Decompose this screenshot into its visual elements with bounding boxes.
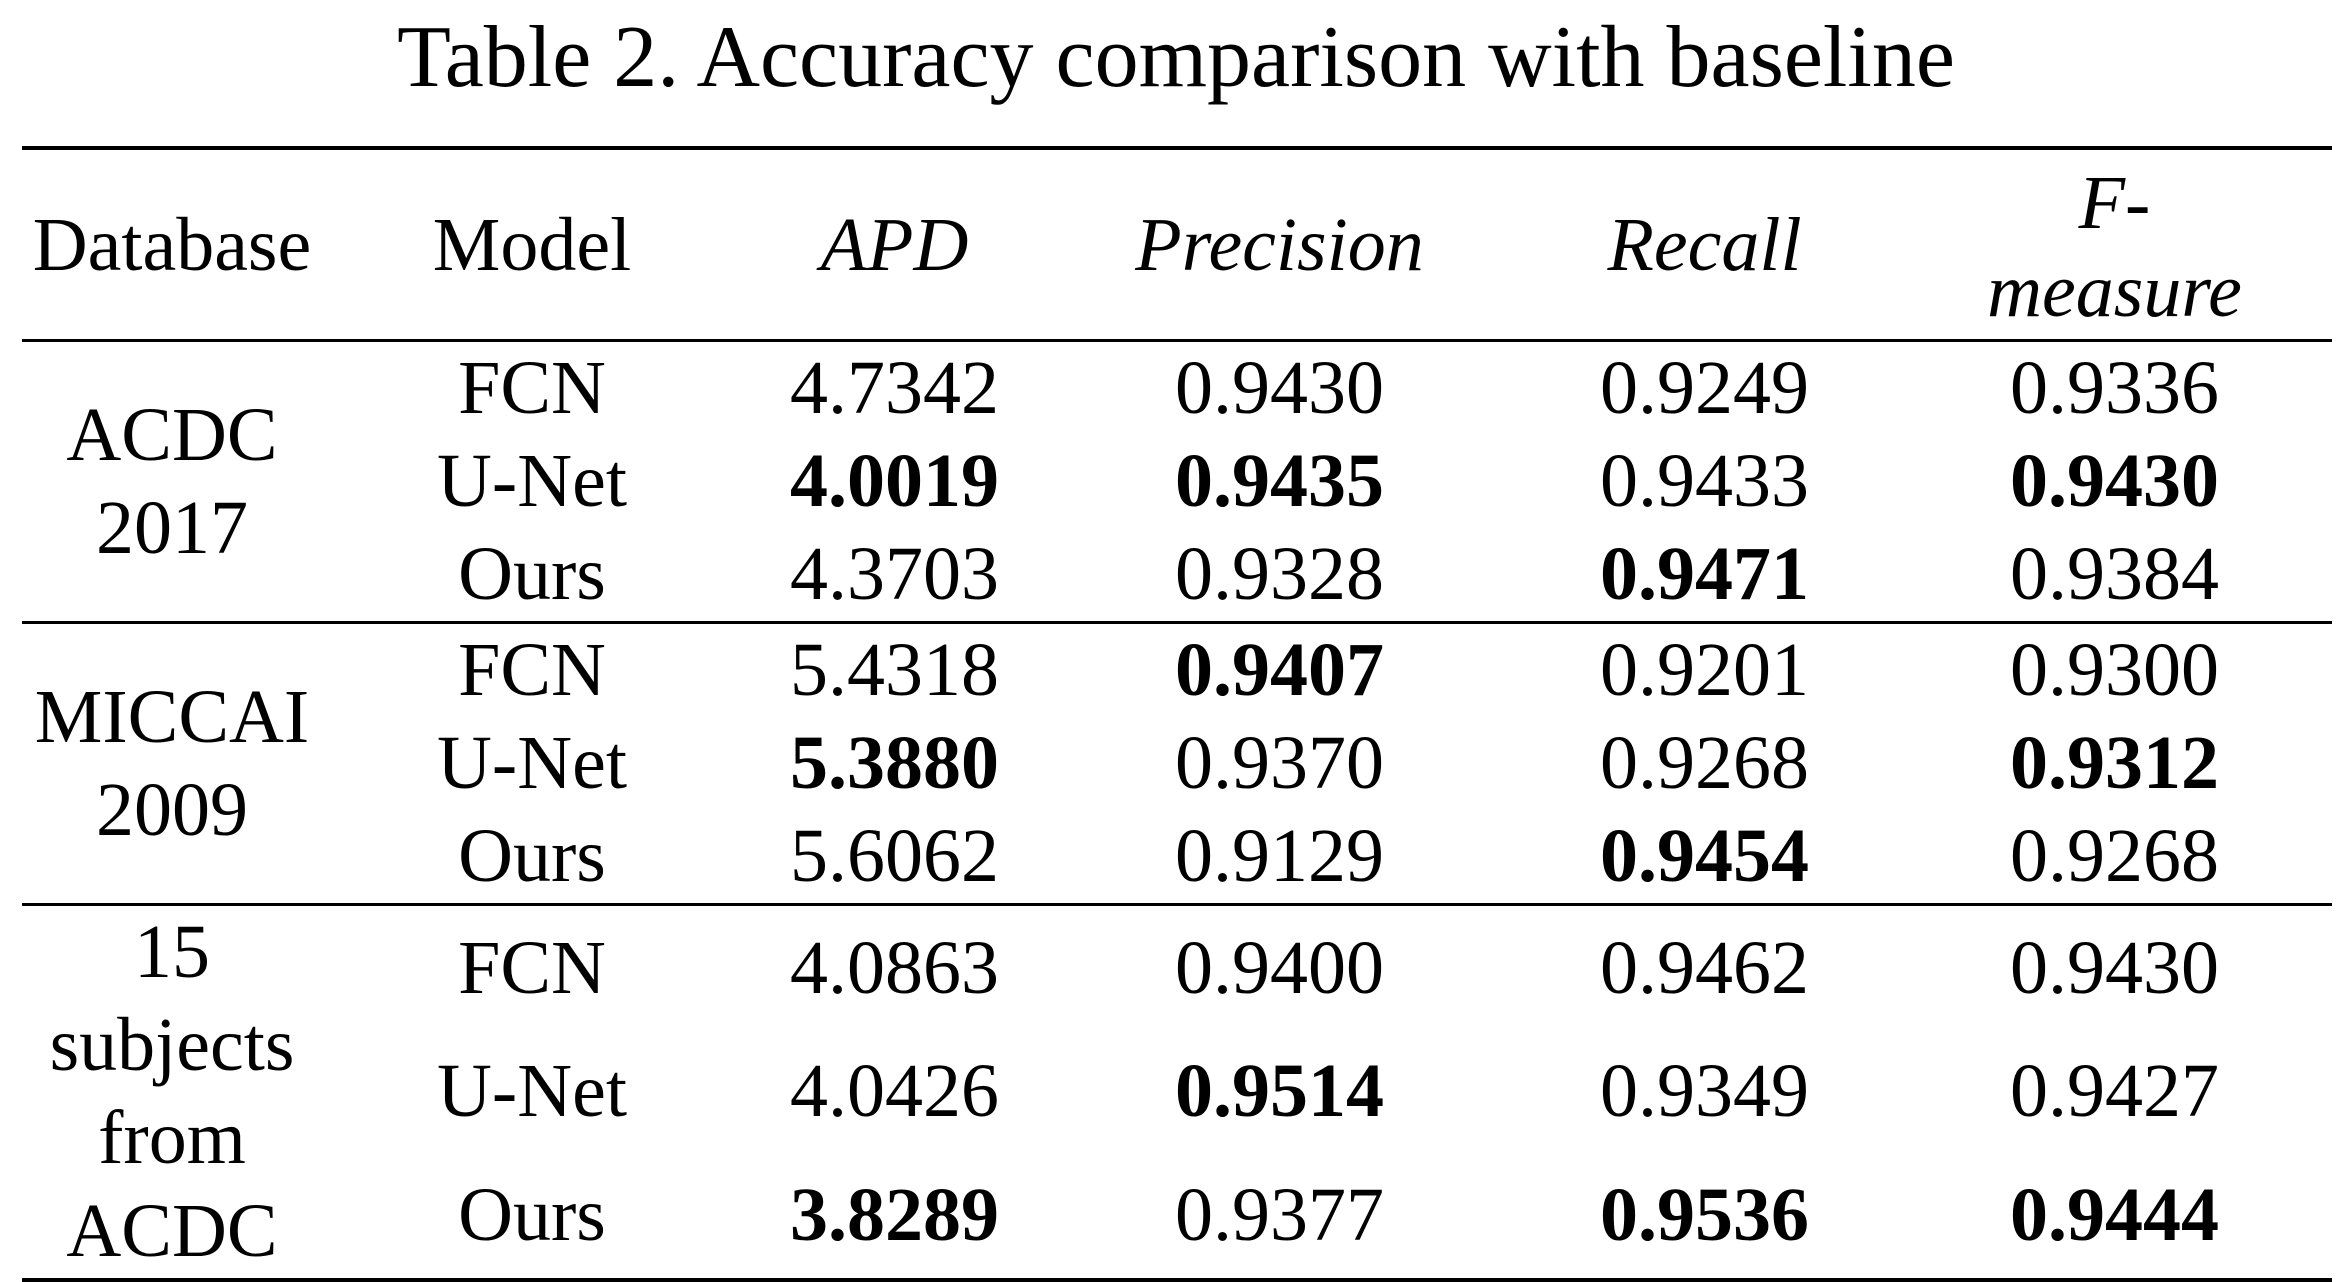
table-row: ACDC 2017 FCN 4.7342 0.9430 0.9249 0.933…	[22, 340, 2332, 570]
apd-cell: 4.0426	[790, 1049, 999, 1134]
apd-cell: 3.8289	[790, 1173, 999, 1258]
database-line2: 2009	[96, 767, 248, 852]
model-cell: Ours	[458, 1173, 606, 1258]
table-caption: Table 2. Accuracy comparison with baseli…	[397, 9, 1955, 106]
precision-cell: 0.9430	[1175, 346, 1384, 430]
apd-cell: 4.0019	[790, 439, 999, 523]
recall-cell: 0.9536	[1600, 1173, 1809, 1258]
recall-cell: 0.9433	[1600, 439, 1809, 523]
apd-cell: 4.0863	[790, 925, 999, 1010]
header-database: Database	[32, 202, 312, 287]
precision-cell: 0.9407	[1175, 628, 1384, 712]
precision-cell: 0.9400	[1175, 925, 1384, 1010]
precision-cell: 0.9129	[1175, 814, 1384, 898]
model-cell: FCN	[458, 628, 606, 712]
header-model: Model	[432, 202, 632, 287]
header-fmeasure-line1: F-	[2078, 160, 2151, 245]
table-row: U-Net 4.0426 0.9514 0.9349 0.9427	[22, 1030, 2332, 1154]
recall-cell: 0.9471	[1600, 532, 1809, 616]
database-line1: ACDC	[66, 392, 278, 477]
database-line2: from	[98, 1096, 246, 1180]
table-row: U-Net 4.0019 0.9435 0.9433 0.9430	[22, 435, 2332, 528]
fmeasure-cell: 0.9427	[2010, 1049, 2219, 1134]
header-row: Database Model APD Precision Recall F- m…	[22, 148, 2332, 341]
precision-cell: 0.9514	[1175, 1049, 1384, 1134]
table-row: U-Net 5.3880 0.9370 0.9268 0.9312	[22, 717, 2332, 810]
table-row: Ours 5.6062 0.9129 0.9454 0.9268	[22, 810, 2332, 905]
fmeasure-cell: 0.9300	[2010, 628, 2219, 712]
table-row: 15 subjects from ACDC FCN 4.0863 0.9400 …	[22, 904, 2332, 1273]
apd-cell: 5.3880	[790, 721, 999, 805]
database-line3: ACDC	[66, 1189, 278, 1273]
header-apd: APD	[820, 202, 969, 287]
recall-cell: 0.9249	[1600, 346, 1809, 430]
precision-cell: 0.9435	[1175, 439, 1384, 523]
fmeasure-cell: 0.9336	[2010, 346, 2219, 430]
fmeasure-cell: 0.9268	[2010, 814, 2219, 898]
model-cell: FCN	[458, 925, 606, 1010]
database-cell: MICCAI 2009	[22, 623, 322, 905]
database-line2: 2017	[96, 485, 248, 570]
apd-cell: 4.7342	[790, 346, 999, 430]
fmeasure-cell: 0.9312	[2010, 721, 2219, 805]
model-cell: U-Net	[437, 439, 627, 523]
database-line1: 15 subjects	[49, 910, 295, 1087]
header-fmeasure-line2: measure	[1987, 248, 2242, 333]
group-miccai-2009: MICCAI 2009 FCN 5.4318 0.9407 0.9201 0.9…	[22, 622, 2332, 905]
fmeasure-cell: 0.9444	[2010, 1173, 2219, 1258]
database-line1: MICCAI	[34, 674, 310, 759]
header-fmeasure: F- measure	[1897, 148, 2332, 341]
fmeasure-cell: 0.9384	[2010, 532, 2219, 616]
fmeasure-cell: 0.9430	[2010, 925, 2219, 1010]
header-precision: Precision	[1135, 202, 1424, 287]
model-cell: U-Net	[437, 721, 627, 805]
header-recall: Recall	[1607, 202, 1802, 287]
apd-cell: 4.3703	[790, 532, 999, 616]
precision-cell: 0.9370	[1175, 721, 1384, 805]
model-cell: Ours	[458, 814, 606, 898]
recall-cell: 0.9201	[1600, 628, 1809, 712]
recall-cell: 0.9349	[1600, 1049, 1809, 1134]
precision-cell: 0.9377	[1175, 1173, 1384, 1258]
model-cell: Ours	[458, 532, 606, 616]
recall-cell: 0.9268	[1600, 721, 1809, 805]
apd-cell: 5.6062	[790, 814, 999, 898]
table-row: Ours 4.3703 0.9328 0.9471 0.9384	[22, 528, 2332, 623]
apd-cell: 5.4318	[790, 628, 999, 712]
recall-cell: 0.9462	[1600, 925, 1809, 1010]
precision-cell: 0.9328	[1175, 532, 1384, 616]
database-cell: ACDC 2017	[22, 341, 322, 623]
recall-cell: 0.9454	[1600, 814, 1809, 898]
accuracy-comparison-table: Database Model APD Precision Recall F- m…	[22, 146, 2332, 1282]
model-cell: FCN	[458, 346, 606, 430]
database-cell: 15 subjects from ACDC	[22, 905, 322, 1281]
group-acdc-2017: ACDC 2017 FCN 4.7342 0.9430 0.9249 0.933…	[22, 340, 2332, 623]
model-cell: U-Net	[437, 1049, 627, 1134]
fmeasure-cell: 0.9430	[2010, 439, 2219, 523]
group-15-subjects-from-acdc: 15 subjects from ACDC FCN 4.0863 0.9400 …	[22, 904, 2332, 1280]
table-row: Ours 3.8289 0.9377 0.9536 0.9444	[22, 1154, 2332, 1280]
table-row: MICCAI 2009 FCN 5.4318 0.9407 0.9201 0.9…	[22, 622, 2332, 852]
